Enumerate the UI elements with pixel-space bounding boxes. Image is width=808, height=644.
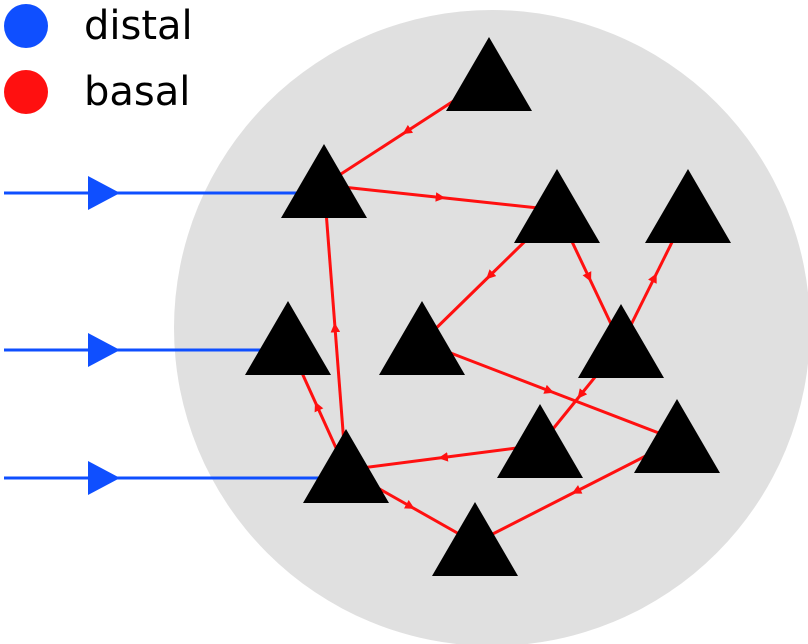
neuron-triangle-icon [446, 37, 532, 111]
basal-dot-icon [4, 70, 48, 114]
neuron-triangle-icon [303, 429, 389, 503]
distal-arrowhead-icon [88, 333, 120, 367]
neuron-triangle-icon [645, 169, 731, 243]
legend-item-basal: basal [4, 70, 190, 114]
neurons [245, 37, 731, 576]
neuron-triangle-icon [379, 301, 465, 375]
neuron-triangle-icon [578, 304, 664, 378]
neuron-triangle-icon [514, 169, 600, 243]
basal-connection [322, 184, 348, 471]
neuron-triangle-icon [245, 301, 331, 375]
distal-dot-icon [4, 4, 48, 48]
basal-connection [421, 340, 678, 442]
neuron-triangle-icon [634, 399, 720, 473]
legend-label-distal: distal [84, 3, 193, 49]
basal-connection [345, 443, 541, 472]
distal-arrowhead-icon [88, 176, 120, 210]
basal-connection [323, 183, 558, 212]
neuron-triangle-icon [281, 144, 367, 218]
distal-arrowhead-icon [88, 461, 120, 495]
neuron-triangle-icon [497, 404, 583, 478]
legend-item-distal: distal [4, 4, 193, 48]
legend-label-basal: basal [84, 69, 191, 115]
distal-inputs [4, 176, 326, 495]
neuron-triangle-icon [432, 502, 518, 576]
